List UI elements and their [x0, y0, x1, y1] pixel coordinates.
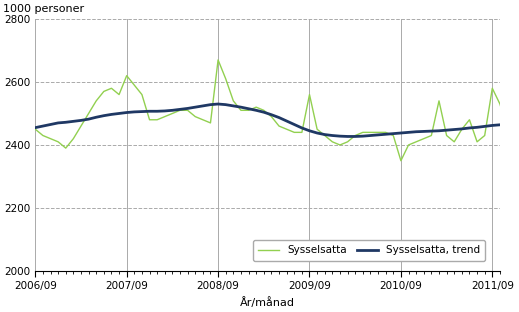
Sysselsatta: [223, 77, 229, 81]
Sysselsatta: [345, 140, 351, 144]
Sysselsatta, trend: [413, 130, 419, 134]
Sysselsatta: [413, 140, 419, 144]
Sysselsatta, trend: [390, 132, 397, 135]
Sysselsatta: [383, 130, 389, 134]
Sysselsatta, trend: [32, 126, 38, 129]
Sysselsatta, trend: [223, 103, 229, 106]
X-axis label: År/månad: År/månad: [240, 297, 295, 308]
Line: Sysselsatta: Sysselsatta: [35, 60, 519, 161]
Sysselsatta: [215, 58, 221, 62]
Sysselsatta: [108, 86, 115, 90]
Sysselsatta, trend: [215, 102, 221, 106]
Sysselsatta: [398, 159, 404, 163]
Sysselsatta: [32, 127, 38, 131]
Sysselsatta, trend: [345, 134, 351, 138]
Legend: Sysselsatta, Sysselsatta, trend: Sysselsatta, Sysselsatta, trend: [253, 240, 485, 261]
Text: 1000 personer: 1000 personer: [3, 4, 84, 14]
Sysselsatta, trend: [352, 134, 358, 138]
Sysselsatta, trend: [108, 113, 115, 116]
Line: Sysselsatta, trend: Sysselsatta, trend: [35, 104, 519, 136]
